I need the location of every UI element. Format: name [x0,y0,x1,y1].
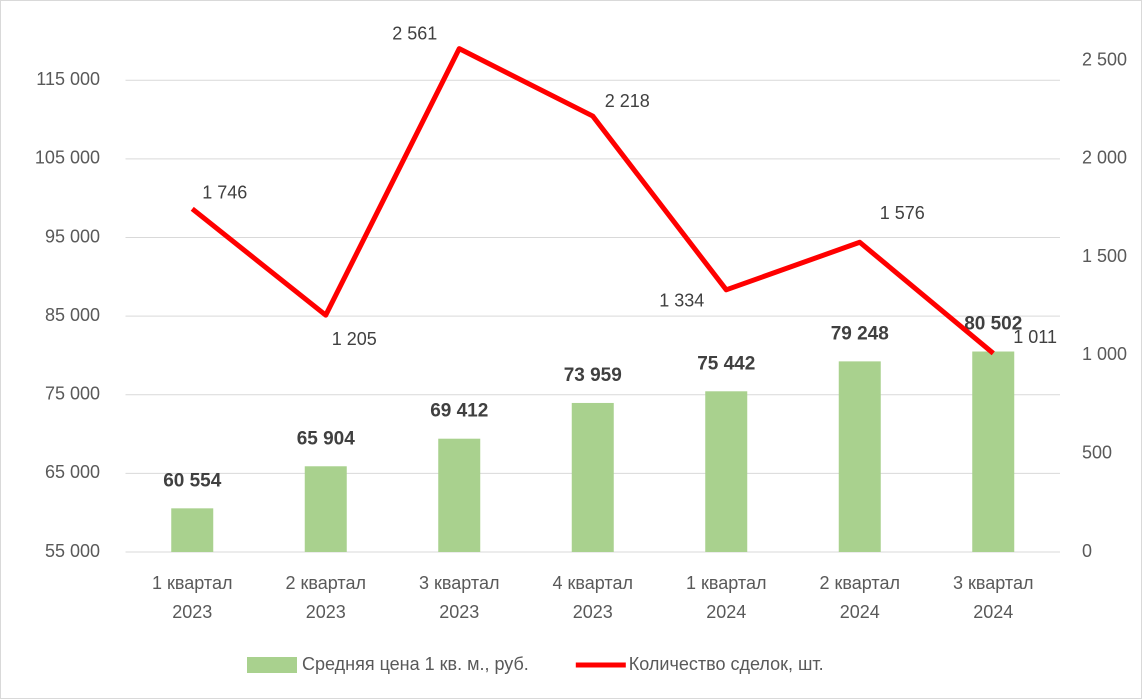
x-tick-label: 2 квартал 2024 [820,573,900,622]
legend-swatch [247,657,297,673]
y2-tick-label: 1 000 [1082,344,1127,364]
x-tick-label: 3 квартал 2023 [419,573,499,622]
line-value-label: 1 205 [332,329,377,349]
y-tick-label: 55 000 [45,541,100,561]
x-tick-line: 2 квартал [286,573,366,593]
x-tick-label: 3 квартал 2024 [953,573,1033,622]
y2-tick-label: 500 [1082,442,1112,462]
x-tick-line: 2023 [573,602,613,622]
bar-value-label: 80 502 [964,314,1022,335]
x-tick-line: 3 квартал [953,573,1033,593]
legend-label: Количество сделок, шт. [629,654,824,674]
legend-label: Средняя цена 1 кв. м., руб. [302,654,529,674]
line-value-label: 2 561 [392,23,437,43]
y2-tick-label: 0 [1082,541,1092,561]
y-tick-label: 75 000 [45,384,100,404]
x-tick-label: 2 квартал 2023 [286,573,366,622]
bar [705,391,748,552]
x-tick-line: 2023 [306,602,346,622]
line-value-label: 2 218 [605,91,650,111]
line-value-label: 1 746 [202,183,247,203]
y-tick-label: 65 000 [45,462,100,482]
x-tick-label: 1 квартал 2023 [152,573,232,622]
x-tick-line: 1 квартал [686,573,766,593]
x-tick-line: 2024 [706,602,746,622]
bar-value-label: 60 554 [163,470,222,491]
y-tick-label: 105 000 [35,148,100,168]
x-tick-label: 1 квартал 2024 [686,573,766,622]
bar-value-label: 79 248 [831,323,889,344]
bar-value-label: 69 412 [430,401,488,422]
bar [571,402,614,552]
x-tick-line: 2024 [973,602,1013,622]
x-tick-line: 1 квартал [152,573,232,593]
y-tick-label: 85 000 [45,305,100,325]
bar [972,351,1015,552]
x-tick-line: 2023 [439,602,479,622]
x-tick-line: 4 квартал [553,573,633,593]
bar-value-label: 75 442 [697,353,755,374]
bar [438,438,481,552]
y2-tick-label: 2 000 [1082,148,1127,168]
x-tick-line: 3 квартал [419,573,499,593]
line-value-label: 1 334 [659,291,704,311]
line [190,46,995,356]
line-value-label: 1 576 [880,203,925,223]
x-tick-label: 4 квартал 2023 [553,573,633,622]
bar [304,466,347,552]
bar [171,508,214,552]
y-tick-label: 95 000 [45,226,100,246]
bar-value-label: 73 959 [564,365,622,386]
x-tick-line: 2024 [840,602,880,622]
y-tick-label: 115 000 [36,69,100,89]
x-tick-line: 2 квартал [820,573,900,593]
bar-value-label: 65 904 [297,428,356,449]
line-value-label: 1 011 [1013,327,1057,347]
x-tick-line: 2023 [172,602,212,622]
bar [838,361,881,552]
y2-tick-label: 2 500 [1082,49,1127,69]
y2-tick-label: 1 500 [1082,246,1127,266]
